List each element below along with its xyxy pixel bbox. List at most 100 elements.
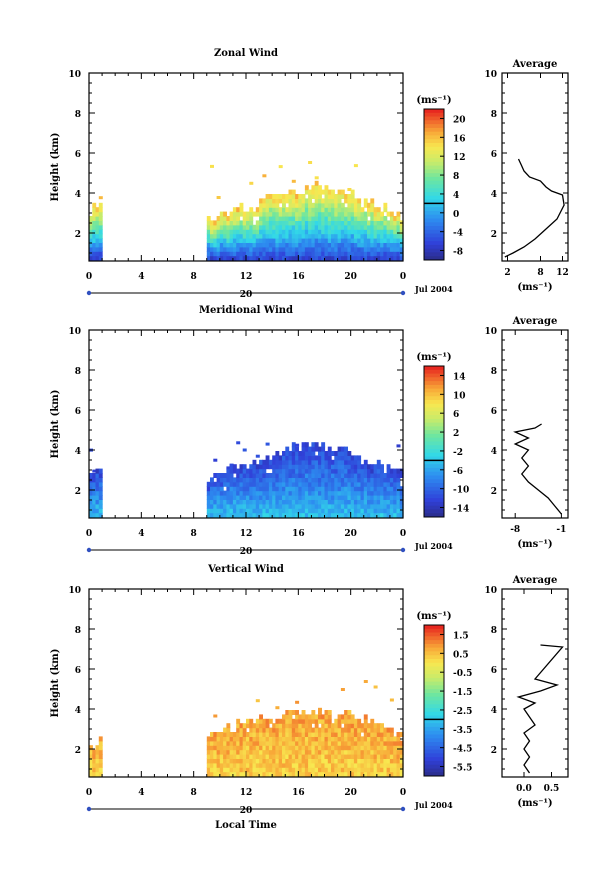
heatmap-cell	[249, 723, 254, 729]
heatmap-cell	[383, 490, 388, 496]
heatmap-cell	[249, 238, 254, 243]
heatmap-cell	[291, 512, 296, 518]
heatmap-cell	[255, 727, 260, 733]
heatmap-cell	[344, 508, 348, 514]
heatmap-cell	[206, 736, 211, 742]
heatmap-cell	[399, 740, 404, 746]
heatmap-cell	[383, 727, 388, 733]
heatmap-cell	[89, 242, 93, 248]
heatmap-cell	[321, 486, 326, 492]
heatmap-cell	[311, 740, 316, 746]
heatmap-cell	[288, 736, 293, 742]
heatmap-cell	[301, 762, 306, 768]
heatmap-cell	[226, 224, 231, 230]
x-tick-label: 4	[138, 529, 144, 539]
heatmap-cell	[291, 745, 296, 751]
heatmap-cell	[246, 499, 250, 505]
heatmap-cell	[301, 749, 306, 755]
heatmap-cell	[318, 459, 322, 465]
heatmap-cell	[242, 486, 247, 492]
heatmap-cell	[324, 211, 329, 217]
heatmap-cell	[308, 207, 312, 213]
heatmap-cell	[95, 216, 100, 221]
heatmap-cell	[314, 185, 319, 191]
heatmap-cell	[255, 767, 260, 773]
heatmap-cell	[308, 727, 312, 733]
heatmap-cell	[396, 477, 401, 483]
heatmap-cell	[236, 481, 241, 487]
heatmap-cell	[272, 233, 277, 239]
heatmap-cell	[242, 468, 247, 474]
profile-y-tick-label: 2	[491, 487, 497, 497]
heatmap-cell	[344, 727, 348, 733]
heatmap-cell	[268, 736, 273, 742]
heatmap-cell	[337, 207, 342, 213]
heatmap-cell	[311, 749, 316, 755]
heatmap-cell	[226, 216, 231, 221]
heatmap-cell	[282, 473, 286, 478]
heatmap-cell	[380, 749, 384, 755]
heatmap-cell	[308, 161, 313, 164]
heatmap-cell	[246, 718, 250, 724]
heatmap-cell	[98, 754, 103, 759]
heatmap-cell	[304, 198, 309, 204]
heatmap-cell	[311, 762, 316, 768]
heatmap-cell	[340, 727, 345, 733]
heatmap-cell	[308, 732, 312, 737]
heatmap-cell	[311, 207, 316, 213]
heatmap-cell	[262, 727, 267, 733]
heatmap-cell	[344, 216, 348, 221]
profile-y-tick-label: 2	[491, 746, 497, 756]
heatmap-cell	[350, 473, 355, 478]
heatmap-cell	[318, 202, 322, 208]
colorbar-swatch	[424, 625, 444, 630]
colorbar-swatch	[424, 184, 444, 189]
heatmap-cell	[242, 481, 247, 487]
heatmap-cell	[239, 727, 244, 733]
heatmap-cell	[285, 464, 290, 470]
heatmap-cell	[331, 762, 335, 768]
heatmap-cell	[373, 224, 378, 230]
heatmap-cell	[232, 490, 237, 496]
heatmap-cell	[308, 495, 312, 500]
heatmap-cell	[262, 486, 267, 492]
heatmap-cell	[275, 224, 280, 230]
heatmap-cell	[259, 473, 263, 478]
heatmap-cell	[288, 723, 293, 729]
heatmap-cell	[353, 202, 358, 208]
heatmap-cell	[219, 224, 224, 230]
heatmap-cell	[259, 238, 263, 243]
heatmap-cell	[337, 246, 342, 252]
heatmap-cell	[236, 512, 241, 518]
heatmap-cell	[340, 767, 345, 773]
heatmap-cell	[98, 216, 103, 221]
heatmap-cell	[311, 442, 316, 448]
heatmap-cell	[249, 468, 254, 474]
heatmap-cell	[399, 508, 404, 514]
heatmap-cell	[229, 468, 234, 474]
heatmap-cell	[288, 473, 293, 478]
heatmap-cell	[223, 503, 227, 509]
heatmap-cell	[357, 246, 362, 252]
heatmap-cell	[350, 745, 355, 751]
heatmap-cell	[219, 473, 224, 478]
heatmap-cell	[334, 762, 339, 768]
heatmap-cell	[373, 251, 378, 257]
heatmap-cell	[249, 481, 254, 487]
heatmap-cell	[340, 242, 345, 248]
heatmap-cell	[314, 455, 319, 461]
heatmap-cell	[295, 468, 299, 474]
heatmap-cell	[236, 233, 241, 239]
heatmap-cell	[308, 202, 312, 208]
heatmap-cell	[291, 468, 296, 474]
heatmap-cell	[389, 229, 394, 235]
heatmap-cell	[327, 508, 332, 514]
heatmap-cell	[376, 740, 381, 746]
heatmap-cell	[268, 464, 273, 470]
colorbar-unit: (ms⁻¹)	[416, 352, 451, 363]
heatmap-cell	[213, 762, 218, 768]
heatmap-cell	[259, 481, 263, 487]
heatmap-cell	[278, 490, 283, 496]
heatmap-cell	[262, 754, 267, 759]
heatmap-cell	[331, 754, 335, 759]
